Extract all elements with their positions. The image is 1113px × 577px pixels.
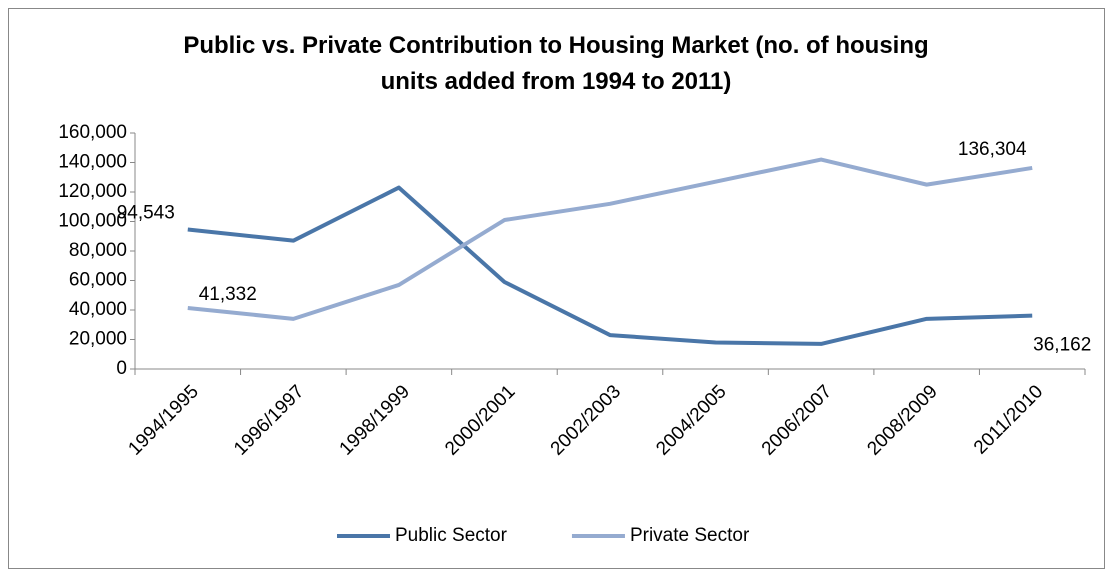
legend-label: Private Sector: [630, 525, 750, 546]
data-label: 36,162: [1033, 335, 1091, 356]
chart-title: Public vs. Private Contribution to Housi…: [183, 32, 928, 95]
y-tick-label: 80,000: [69, 240, 127, 261]
y-tick-label: 60,000: [69, 270, 127, 291]
series-line: [187, 185, 1033, 346]
data-label: 41,332: [199, 284, 257, 305]
y-tick-label: 20,000: [69, 329, 127, 350]
data-label: 136,304: [958, 139, 1027, 160]
legend-label: Public Sector: [395, 525, 508, 546]
y-tick-label: 120,000: [58, 181, 127, 202]
y-tick-label: 140,000: [58, 152, 127, 173]
y-tick-label: 100,000: [58, 211, 127, 232]
chart-border: [8, 8, 1105, 569]
y-tick-label: 160,000: [58, 122, 127, 143]
series-line: [187, 157, 1033, 321]
y-tick-label: 0: [116, 358, 127, 379]
y-tick-label: 40,000: [69, 299, 127, 320]
data-label: 94,543: [117, 203, 175, 224]
